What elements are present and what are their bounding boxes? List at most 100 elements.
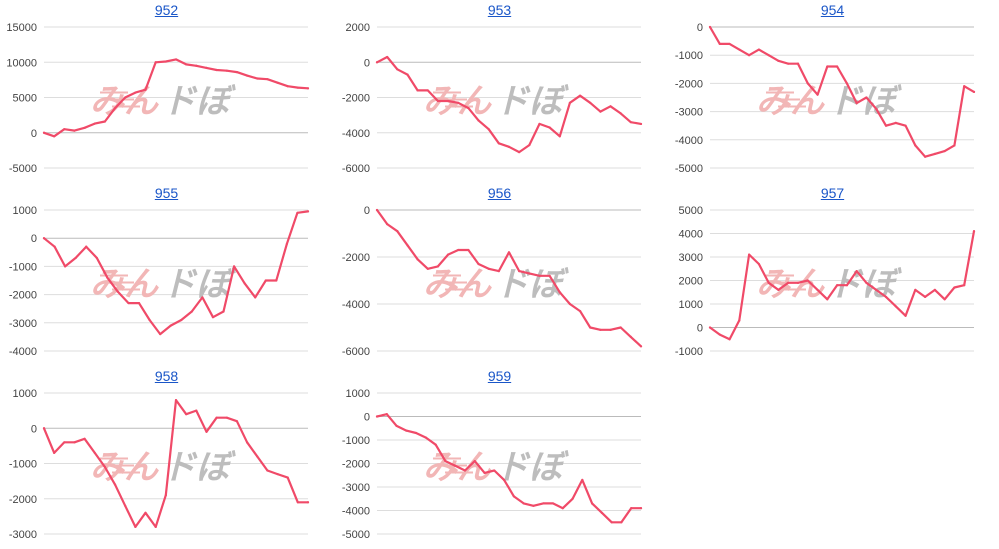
data-point: [767, 281, 770, 284]
series-line: [375, 413, 643, 524]
y-tick-label: 5000: [679, 205, 703, 217]
data-point: [493, 469, 496, 472]
data-point: [415, 431, 418, 435]
data-point: [144, 511, 147, 514]
watermark-logo: みん ドぼ: [90, 448, 236, 488]
y-tick-label: -4000: [675, 135, 703, 147]
chart-panel-952: 15000 10000 5000 0 -5000 みん ドぼ 952: [0, 0, 333, 183]
data-point: [718, 333, 721, 336]
data-point: [446, 99, 450, 103]
data-point: [538, 274, 541, 277]
data-point: [256, 77, 259, 80]
data-point: [63, 441, 66, 444]
data-point: [629, 121, 632, 124]
data-point: [972, 90, 976, 93]
data-point: [95, 256, 98, 260]
data-point: [816, 288, 819, 291]
y-tick-label: -2000: [342, 252, 370, 264]
data-point: [454, 464, 457, 467]
data-point: [599, 328, 602, 331]
data-point: [266, 469, 269, 472]
data-point: [73, 129, 76, 132]
data-point: [548, 126, 551, 129]
data-point: [396, 68, 399, 71]
chart-title-link[interactable]: 958: [154, 368, 179, 384]
y-tick-label: -1000: [9, 459, 37, 471]
data-point: [243, 282, 246, 285]
data-point: [434, 443, 437, 446]
data-point: [473, 460, 476, 463]
data-point: [528, 272, 531, 275]
data-point: [953, 286, 956, 289]
data-point: [591, 502, 594, 505]
data-point: [865, 96, 868, 99]
data-point: [777, 59, 780, 62]
data-point: [201, 296, 204, 299]
data-point: [386, 55, 389, 59]
data-point: [619, 326, 622, 329]
y-tick-label: -3000: [342, 482, 370, 494]
data-point: [600, 511, 603, 514]
watermark-logo: みん ドぼ: [423, 265, 569, 305]
data-point: [518, 270, 521, 273]
data-point: [195, 64, 198, 67]
data-point: [306, 210, 310, 213]
data-point: [457, 101, 460, 104]
chart-title-link[interactable]: 954: [820, 2, 845, 18]
data-point: [53, 451, 56, 455]
chart-title-link[interactable]: 955: [154, 185, 179, 201]
y-tick-label: -1000: [9, 261, 37, 273]
data-point: [875, 288, 878, 291]
chart-title-link[interactable]: 956: [487, 185, 512, 201]
data-point: [406, 73, 409, 76]
data-point: [296, 501, 299, 504]
data-point: [211, 316, 215, 319]
chart-svg: 2000 0 -2000 -4000 -6000 みん ドぼ: [342, 22, 643, 175]
data-point: [306, 87, 310, 90]
chart-title-link[interactable]: 959: [487, 368, 512, 384]
data-point: [487, 128, 490, 131]
data-point: [174, 398, 178, 402]
data-point: [405, 429, 408, 432]
data-point: [609, 105, 612, 108]
chart-title-link[interactable]: 952: [154, 2, 179, 18]
chart-title-link[interactable]: 957: [820, 185, 845, 201]
data-point: [74, 256, 77, 260]
data-point: [134, 91, 137, 94]
data-point: [424, 436, 427, 439]
data-point: [436, 99, 440, 103]
data-point: [518, 151, 521, 154]
y-tick-label: 0: [31, 423, 37, 435]
y-tick-label: -1000: [675, 346, 703, 358]
data-point: [953, 144, 956, 147]
y-tick-label: -4000: [9, 346, 37, 358]
chart-title-link[interactable]: 953: [487, 2, 512, 18]
data-point: [578, 309, 582, 313]
data-point: [512, 495, 515, 498]
data-point: [561, 507, 564, 510]
data-point: [85, 245, 88, 248]
watermark-logo: みん ドぼ: [756, 82, 902, 122]
data-point: [266, 78, 269, 81]
chart-title: 959: [333, 368, 666, 386]
data-point: [296, 86, 299, 89]
data-point: [787, 62, 790, 65]
data-point: [446, 253, 450, 256]
data-point: [933, 152, 936, 155]
y-tick-label: 0: [697, 22, 703, 34]
watermark-text-b: ドぼ: [162, 82, 236, 122]
data-point: [914, 144, 917, 147]
chart-svg: 0 -2000 -4000 -6000 みん ドぼ: [342, 205, 643, 358]
y-tick-label: -2000: [9, 290, 37, 302]
y-tick-label: -5000: [9, 163, 37, 175]
watermark-text-b: ドぼ: [828, 82, 902, 122]
chart-svg: 1000 0 -1000 -2000 -3000 -4000 -5000 みん ドぼ: [342, 388, 643, 541]
chart-title: 958: [0, 368, 333, 386]
y-tick-label: 10000: [6, 57, 37, 69]
y-tick-label: -6000: [342, 163, 370, 175]
data-point: [42, 427, 46, 430]
data-point: [256, 455, 259, 458]
data-point: [416, 89, 419, 92]
y-tick-label: -1000: [342, 435, 370, 447]
chart-svg: 15000 10000 5000 0 -5000 みん ドぼ: [6, 22, 310, 175]
